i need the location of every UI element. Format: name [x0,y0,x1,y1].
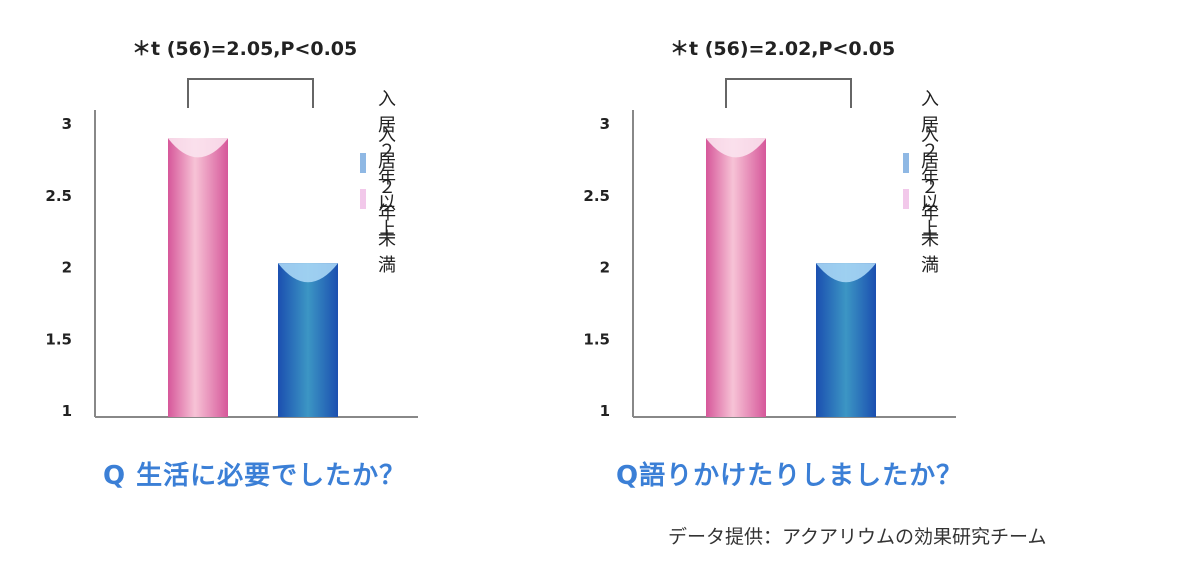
y-tick-label: 2.5 [45,187,72,205]
bar [706,138,766,417]
legend-label: 入居２年未満 [377,125,396,276]
y-tick-label: 2 [600,259,610,277]
y-tick-label: 1.5 [45,330,72,348]
legend-item: 入居２年未満 [360,125,410,276]
significance-label: ＊t (56)=2.02,P<0.05 [670,38,896,60]
y-tick-label: 2.5 [583,187,610,205]
legend-label: 入居２年以上 [377,89,396,240]
legend: 入居２年以上 入居２年未満 [903,89,953,276]
legend-item: 入居２年以上 [903,89,953,240]
bar-highlight [168,138,228,158]
legend-swatch [903,153,909,173]
y-tick-label: 1 [62,402,72,420]
question-label: Q語りかけたりしましたか？ [616,461,964,491]
y-tick-label: 1 [600,402,610,420]
legend-label: 入居２年未満 [920,125,939,276]
legend-item: 入居２年未満 [903,125,953,276]
legend-swatch [903,189,909,209]
legend: 入居２年以上 入居２年未満 [360,89,410,276]
bar-highlight [706,138,766,158]
legend-swatch [360,153,366,173]
bar [278,263,338,417]
significance-bracket [725,78,852,108]
legend-swatch [360,189,366,209]
chart-plot: 1 1.5 2 2.5 3 [45,78,418,420]
significance-bracket [187,78,314,108]
y-tick-label: 3 [62,115,72,133]
bar-highlight [278,263,338,283]
legend-item: 入居２年以上 [360,89,410,240]
bar-highlight [816,263,876,283]
chart-plot: 1 1.5 2 2.5 3 [583,78,956,420]
legend-label: 入居２年以上 [920,89,939,240]
bar [816,263,876,417]
significance-label: ＊t (56)=2.05,P<0.05 [132,38,358,60]
y-tick-label: 3 [600,115,610,133]
y-tick-label: 1.5 [583,330,610,348]
data-credit: データ提供：アクアリウムの効果研究チーム [668,526,1047,548]
y-tick-label: 2 [62,259,72,277]
bar [168,138,228,417]
question-label: Q 生活に必要でしたか？ [103,461,407,491]
